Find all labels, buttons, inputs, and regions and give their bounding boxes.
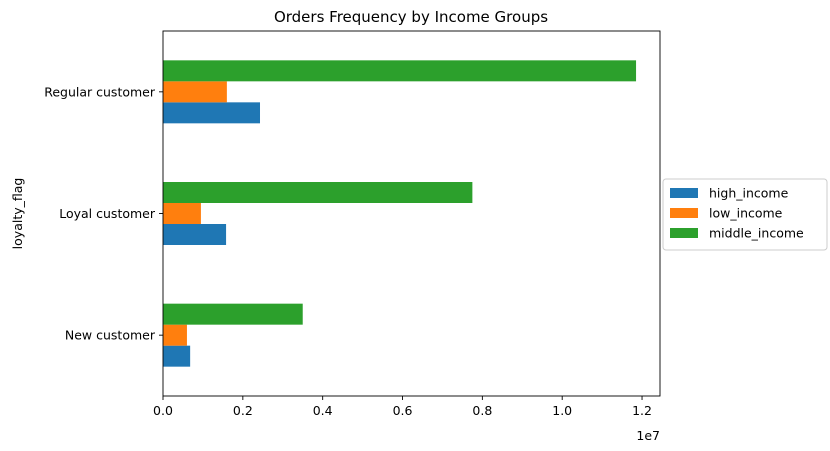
bar-middle_income-loyal-customer xyxy=(163,182,473,203)
x-axis-offset-label: 1e7 xyxy=(636,428,660,443)
legend-entry-low_income: low_income xyxy=(709,206,783,221)
legend-entry-high_income: high_income xyxy=(709,186,789,201)
y-axis: New customer Loyal customer Regular custom… xyxy=(44,84,163,343)
bar-high_income-loyal-customer xyxy=(163,224,227,245)
bar-middle_income-new-customer xyxy=(163,303,303,325)
y-tick-label: Regular customer xyxy=(44,84,156,99)
legend-swatch-middle_income xyxy=(670,228,698,238)
legend-box xyxy=(662,178,828,251)
plot-frame xyxy=(162,30,661,397)
legend-swatch-low_income xyxy=(670,208,698,218)
legend-entry-middle_income: middle_income xyxy=(709,226,804,241)
bars-group xyxy=(163,60,637,367)
bar-low_income-regular-customer xyxy=(163,81,227,103)
y-axis-label: loyalty_flag xyxy=(10,178,25,250)
bar-middle_income-regular-customer xyxy=(163,60,637,82)
x-tick-label: 0.8 xyxy=(472,403,492,418)
x-tick-label: 1.0 xyxy=(552,403,572,418)
x-tick-label: 0.0 xyxy=(153,403,173,418)
x-tick-label: 0.6 xyxy=(393,403,413,418)
y-tick-label: New customer xyxy=(65,328,156,343)
bar-high_income-regular-customer xyxy=(163,102,261,124)
legend: high_income low_income middle_income xyxy=(662,178,828,251)
legend-swatch-high_income xyxy=(670,188,698,198)
bar-low_income-loyal-customer xyxy=(163,203,201,224)
chart-title: Orders Frequency by Income Groups xyxy=(274,8,548,26)
bar-high_income-new-customer xyxy=(163,345,191,367)
x-tick-label: 0.4 xyxy=(313,403,333,418)
x-tick-label: 1.2 xyxy=(632,403,652,418)
x-axis: 0.0 0.2 0.4 0.6 0.8 1.0 1.2 xyxy=(153,396,652,418)
y-tick-label: Loyal customer xyxy=(59,206,156,221)
bar-low_income-new-customer xyxy=(163,324,187,346)
x-tick-label: 0.2 xyxy=(233,403,253,418)
